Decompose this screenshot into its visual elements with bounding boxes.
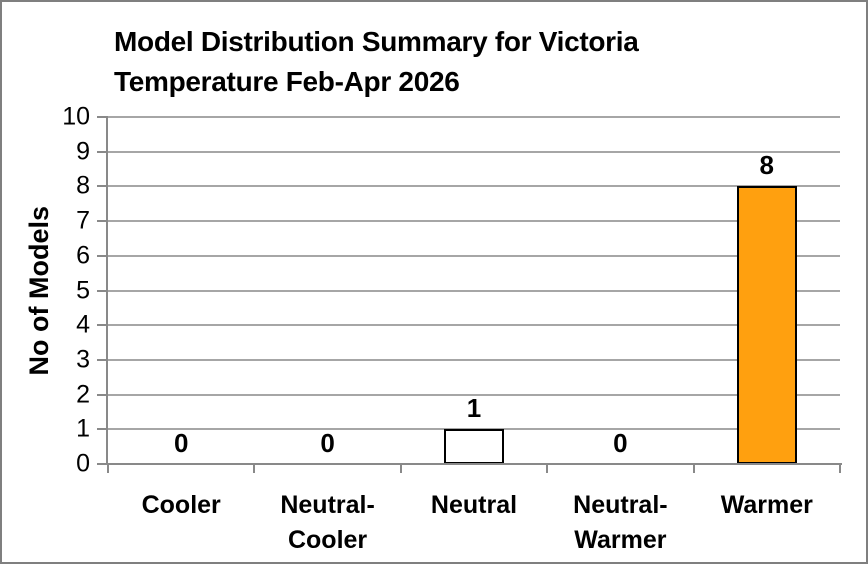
x-axis-label: Cooler — [141, 491, 221, 519]
data-label: 0 — [173, 428, 189, 458]
chart-title: Model Distribution Summary for Victoria … — [114, 22, 639, 102]
gridline — [108, 393, 840, 396]
y-tick-label: 8 — [76, 171, 90, 200]
data-label: 1 — [466, 393, 482, 424]
gridline — [108, 289, 840, 292]
y-tick-label: 9 — [76, 137, 90, 166]
gridline — [108, 324, 840, 327]
y-tick — [97, 185, 108, 188]
x-tick — [692, 464, 695, 473]
x-axis-line — [97, 463, 842, 465]
y-tick — [97, 116, 108, 118]
gridline — [108, 428, 840, 431]
y-tick — [97, 358, 108, 361]
gridline — [108, 358, 840, 361]
y-tick-label: 4 — [76, 310, 90, 339]
y-tick-label: 7 — [76, 206, 90, 235]
x-tick — [399, 464, 402, 473]
y-tick — [97, 324, 108, 327]
y-tick — [97, 150, 108, 153]
data-label: 8 — [759, 150, 775, 181]
bar-neutral — [444, 429, 504, 464]
chart-title-line2: Temperature Feb-Apr 2026 — [114, 66, 460, 97]
x-axis-label: Warmer — [720, 491, 813, 519]
gridline — [108, 254, 840, 257]
y-tick-label: 0 — [76, 449, 90, 478]
y-tick — [97, 289, 108, 292]
y-tick-label: 10 — [62, 102, 90, 131]
gridline — [108, 220, 840, 223]
y-tick-label: 5 — [76, 276, 90, 304]
x-axis-label: Neutral-Warmer — [573, 491, 668, 554]
data-label: 0 — [320, 428, 335, 458]
y-tick — [97, 428, 108, 431]
chart-title-line1: Model Distribution Summary for Victoria — [114, 26, 639, 57]
x-tick — [107, 464, 109, 473]
gridline — [108, 116, 840, 118]
gridline — [108, 150, 840, 153]
x-tick — [546, 464, 549, 473]
x-axis-label: Neutral-Cooler — [280, 491, 375, 554]
bar-warmer — [736, 186, 797, 464]
y-tick-label: 6 — [76, 241, 90, 270]
y-tick-label: 2 — [76, 380, 90, 409]
y-tick — [97, 220, 108, 223]
y-axis-line — [106, 117, 108, 464]
data-label: 0 — [613, 428, 628, 458]
x-tick — [253, 464, 256, 473]
y-tick-label: 3 — [76, 345, 90, 374]
plot-area: 0 1 2 3 4 5 6 7 8 9 10 0 Cooler 0 Neutral-Cooler 1 Neutr… — [62, 104, 842, 554]
y-tick-label: 1 — [76, 414, 90, 443]
gridline — [108, 185, 840, 188]
y-tick — [97, 393, 108, 396]
y-tick — [97, 254, 108, 257]
x-tick — [839, 464, 841, 473]
x-axis-label: Neutral — [430, 491, 518, 519]
